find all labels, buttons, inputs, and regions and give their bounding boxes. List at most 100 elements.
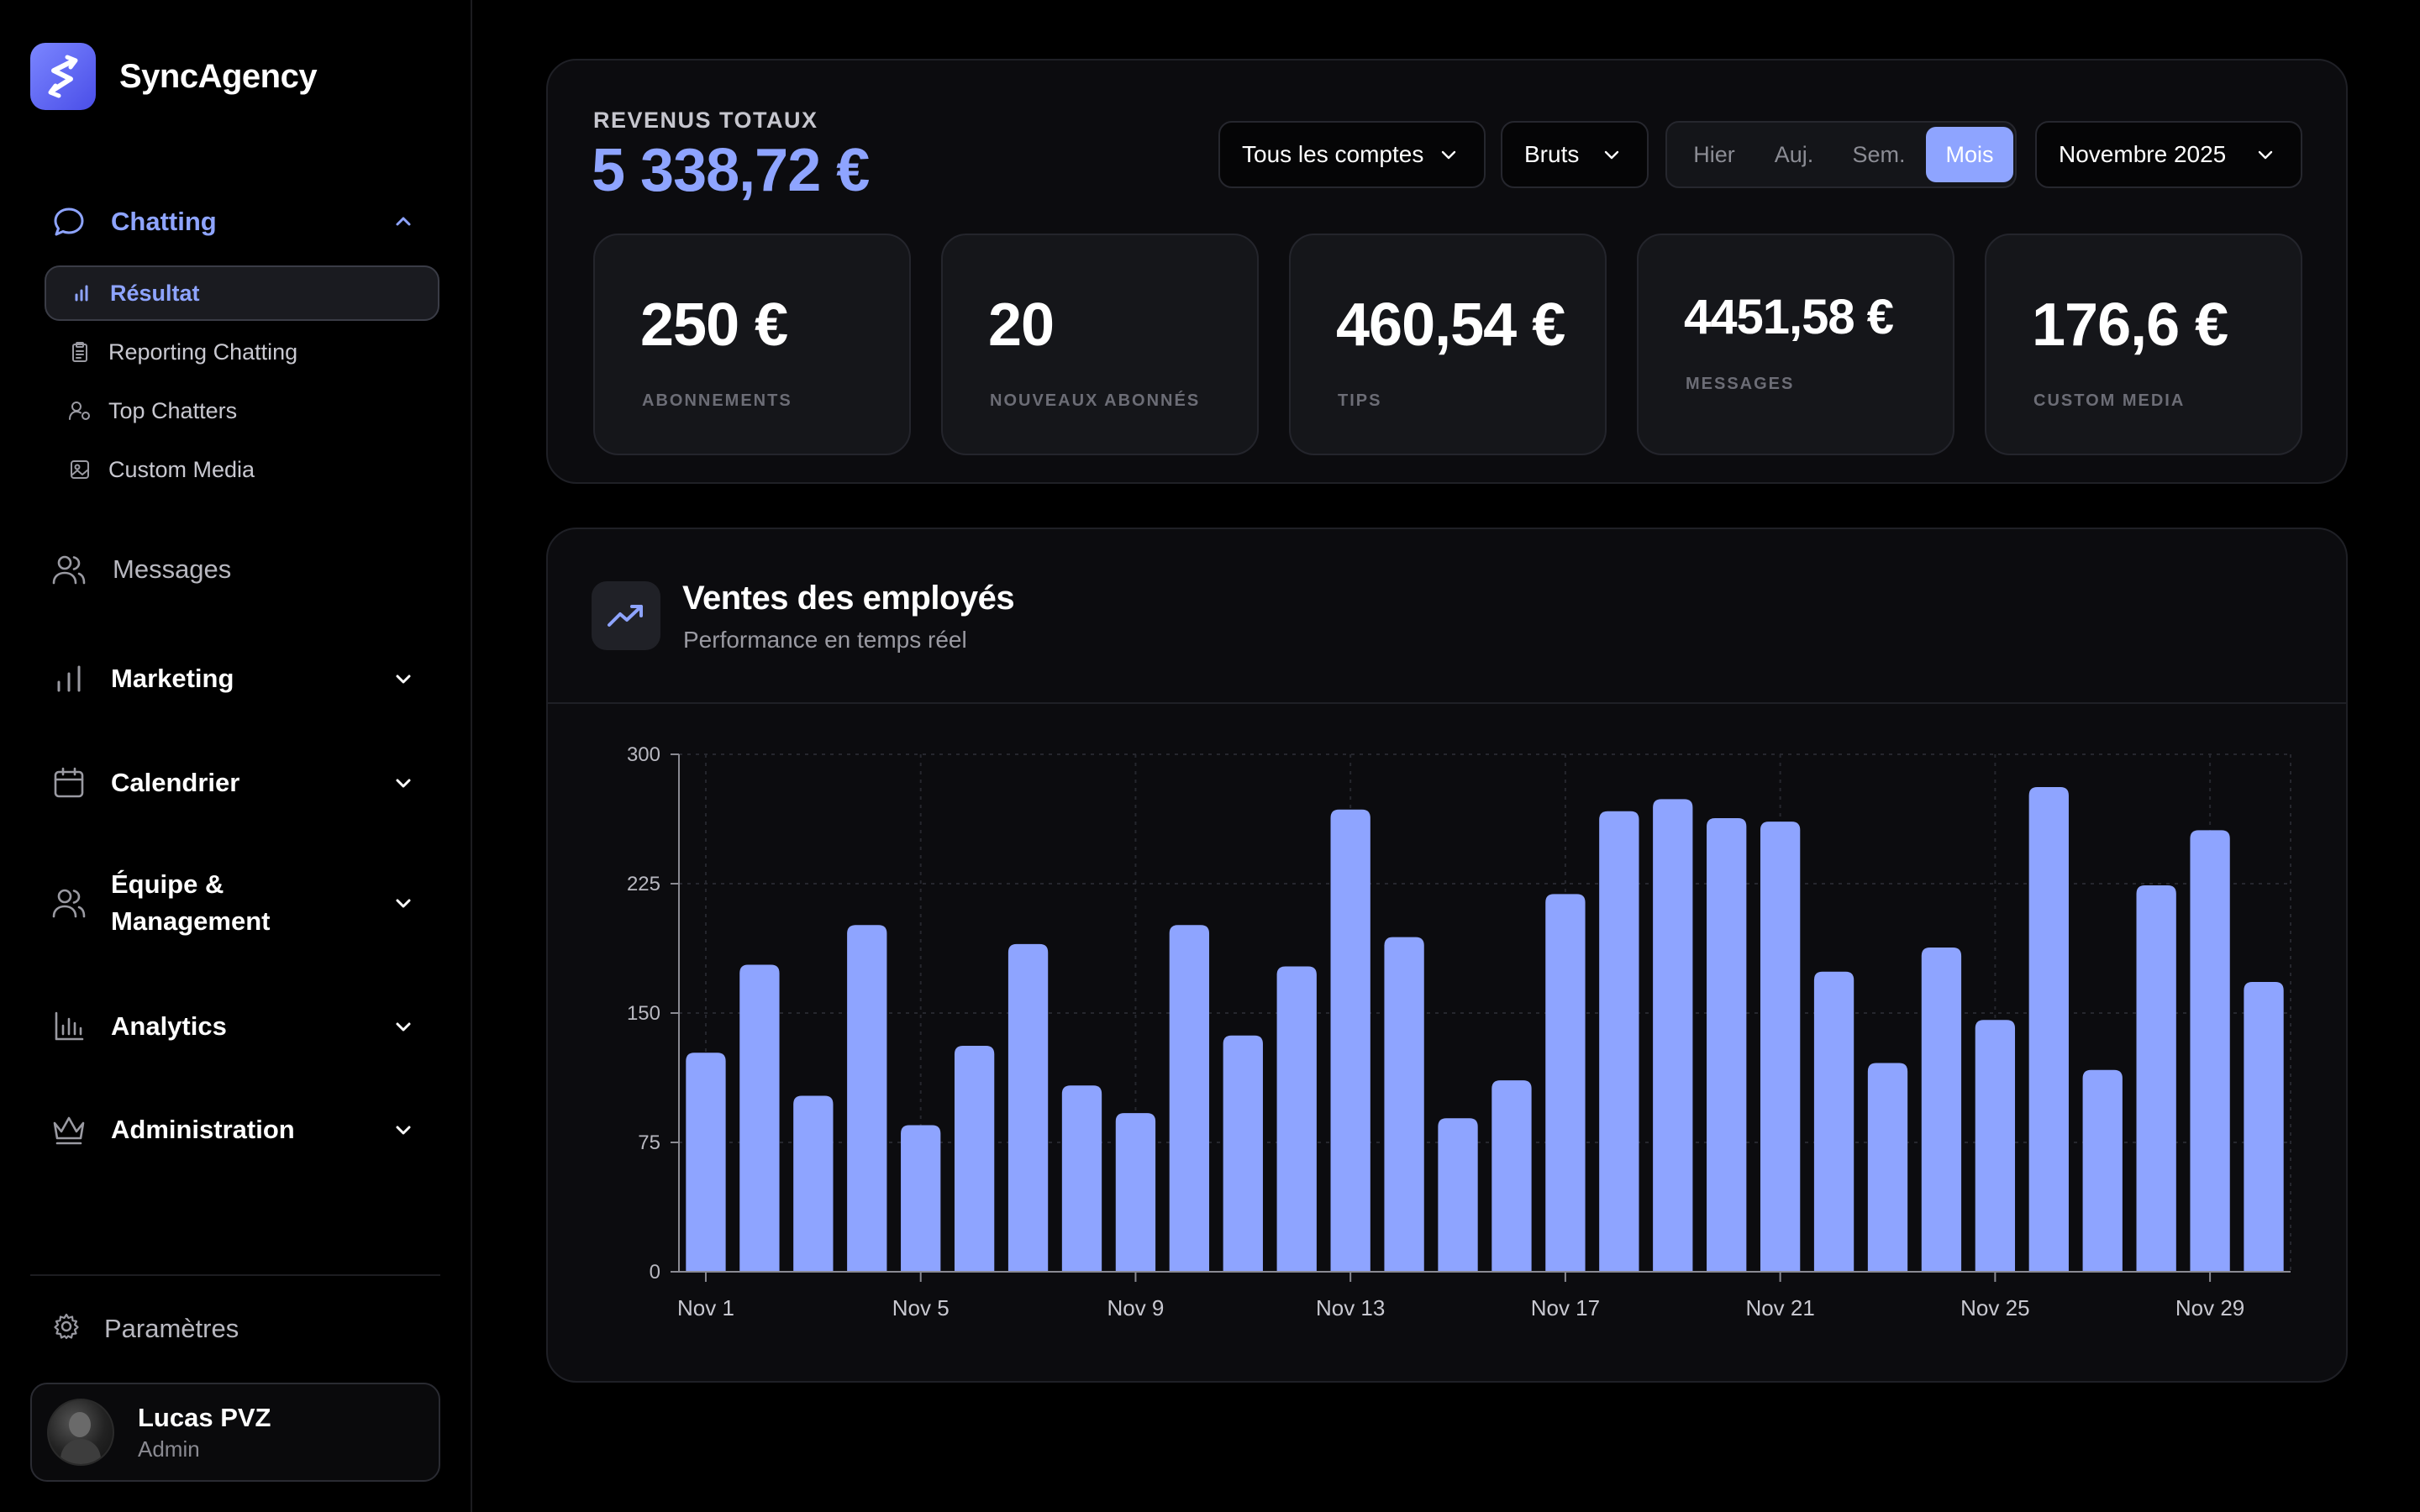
calendar-icon	[50, 764, 87, 801]
chart-bar	[1223, 1035, 1263, 1272]
nav-messages[interactable]: Messages	[50, 551, 420, 588]
chart-bar	[739, 964, 780, 1272]
stat-value: 460,54 €	[1336, 291, 1565, 359]
sidebar-divider	[30, 1274, 440, 1276]
month-select-value: Novembre 2025	[2059, 141, 2227, 167]
stat-label: ABONNEMENTS	[642, 391, 792, 410]
period-sem[interactable]: Sem.	[1852, 141, 1906, 167]
account-select[interactable]: Tous les comptes	[1218, 121, 1486, 188]
image-icon	[68, 458, 92, 481]
trending-up-icon	[592, 581, 660, 650]
bar-chart-icon	[70, 281, 93, 305]
users-icon	[50, 885, 87, 921]
chart-bar	[1007, 943, 1049, 1272]
nav-calendrier[interactable]: Calendrier	[50, 764, 420, 801]
gross-net-select[interactable]: Bruts	[1501, 121, 1649, 188]
chart-bar	[1169, 925, 1210, 1272]
stat-value: 4451,58 €	[1684, 290, 1894, 344]
x-tick-label: Nov 13	[1316, 1295, 1385, 1320]
chevron-up-icon[interactable]	[387, 205, 420, 239]
chat-bubble-icon	[50, 203, 87, 240]
x-tick-label: Nov 1	[677, 1295, 734, 1320]
sales-bar-chart: 0 75 150 225 300 Nov 1 Nov 5 Nov 9 Nov 13 Nov 17 N…	[627, 743, 2291, 1320]
sidebar-item-label: Custom Media	[108, 456, 255, 482]
chart-bar	[1115, 1113, 1156, 1272]
users-icon	[50, 551, 87, 588]
brand[interactable]: SyncAgency	[30, 43, 318, 110]
y-tick-label: 300	[627, 743, 660, 766]
chart-bar	[901, 1125, 941, 1272]
clipboard-icon	[68, 340, 92, 364]
user-card[interactable]: Lucas PVZ Admin	[30, 1383, 440, 1482]
sidebar-item-top-chatters[interactable]: Top Chatters	[45, 383, 439, 438]
user-role: Admin	[138, 1436, 200, 1462]
chevron-down-icon	[1598, 141, 1625, 168]
nav-administration[interactable]: Administration	[50, 1111, 420, 1148]
nav-analytics-label: Analytics	[111, 1011, 227, 1041]
stat-card-nouveaux-abonnes[interactable]: 20 NOUVEAUX ABONNÉS	[941, 234, 1259, 455]
chart-bar	[686, 1053, 726, 1272]
chevron-down-icon[interactable]	[387, 1010, 420, 1043]
chevron-down-icon[interactable]	[387, 1113, 420, 1147]
x-tick-label: Nov 25	[1960, 1295, 2029, 1320]
user-star-icon	[68, 399, 92, 423]
chart-bar	[1653, 799, 1693, 1272]
account-select-value: Tous les comptes	[1242, 141, 1424, 167]
chart-bar	[1599, 811, 1639, 1272]
stat-card-abonnements[interactable]: 250 € ABONNEMENTS	[593, 234, 911, 455]
chart-bar	[1330, 809, 1370, 1272]
sidebar-item-custom-media[interactable]: Custom Media	[45, 442, 439, 497]
user-name: Lucas PVZ	[138, 1402, 271, 1432]
sales-subtitle: Performance en temps réel	[683, 627, 967, 653]
period-hier[interactable]: Hier	[1693, 141, 1735, 167]
chart-bar	[793, 1095, 834, 1272]
chart-bar	[1813, 971, 1854, 1272]
stat-card-messages[interactable]: 4451,58 € MESSAGES	[1637, 234, 1954, 455]
stat-label: NOUVEAUX ABONNÉS	[990, 391, 1201, 410]
chart-bar	[1384, 937, 1424, 1272]
chart-bar	[1975, 1020, 2016, 1272]
chart-bar	[954, 1046, 995, 1272]
stat-value: 250 €	[640, 291, 788, 359]
chart-bar	[1921, 947, 1962, 1272]
chevron-down-icon[interactable]	[387, 766, 420, 800]
y-tick-label: 225	[627, 873, 660, 895]
period-mois[interactable]: Mois	[1926, 127, 2013, 182]
nav-administration-label: Administration	[111, 1115, 295, 1144]
chevron-down-icon[interactable]	[387, 662, 420, 696]
chart-bar	[1760, 822, 1801, 1272]
chart-bar	[2190, 830, 2230, 1272]
bar-chart-icon	[50, 660, 87, 697]
y-tick-label: 0	[650, 1261, 660, 1284]
stat-label: MESSAGES	[1686, 375, 1795, 393]
sidebar-item-resultat[interactable]: Résultat	[45, 265, 439, 321]
chart-bar	[2244, 982, 2284, 1272]
stat-card-custom-media[interactable]: 176,6 € CUSTOM MEDIA	[1985, 234, 2302, 455]
sidebar-item-reporting-chatting[interactable]: Reporting Chatting	[45, 324, 439, 380]
nav-chatting[interactable]: Chatting	[50, 203, 420, 240]
settings-link[interactable]: Paramètres	[52, 1312, 239, 1345]
nav-equipe-label-line1: Équipe &	[111, 869, 224, 899]
period-auj[interactable]: Auj.	[1774, 141, 1814, 167]
chart-bar	[2082, 1069, 2123, 1272]
chart-bar	[1491, 1080, 1532, 1272]
period-segmented-control: Hier Auj. Sem. Mois	[1665, 121, 2017, 188]
chevron-down-icon[interactable]	[387, 886, 420, 920]
chart-bar	[847, 925, 887, 1272]
brand-name: SyncAgency	[119, 57, 318, 95]
x-tick-label: Nov 5	[892, 1295, 950, 1320]
nav-analytics[interactable]: Analytics	[50, 1008, 420, 1045]
chart-bar	[1061, 1085, 1102, 1272]
nav-marketing[interactable]: Marketing	[50, 660, 420, 697]
x-tick-label: Nov 9	[1107, 1295, 1164, 1320]
avatar	[47, 1399, 114, 1466]
x-tick-label: Nov 29	[2175, 1295, 2244, 1320]
y-tick-label: 75	[638, 1131, 660, 1154]
revenue-label: REVENUS TOTAUX	[593, 108, 818, 133]
sales-card: Ventes des employés Performance en temps…	[546, 528, 2348, 1383]
month-select[interactable]: Novembre 2025	[2035, 121, 2302, 188]
stat-card-tips[interactable]: 460,54 € TIPS	[1289, 234, 1607, 455]
settings-label: Paramètres	[104, 1313, 239, 1343]
nav-equipe-management[interactable]: Équipe & Management	[50, 865, 420, 941]
nav-equipe-label: Équipe & Management	[111, 866, 270, 940]
